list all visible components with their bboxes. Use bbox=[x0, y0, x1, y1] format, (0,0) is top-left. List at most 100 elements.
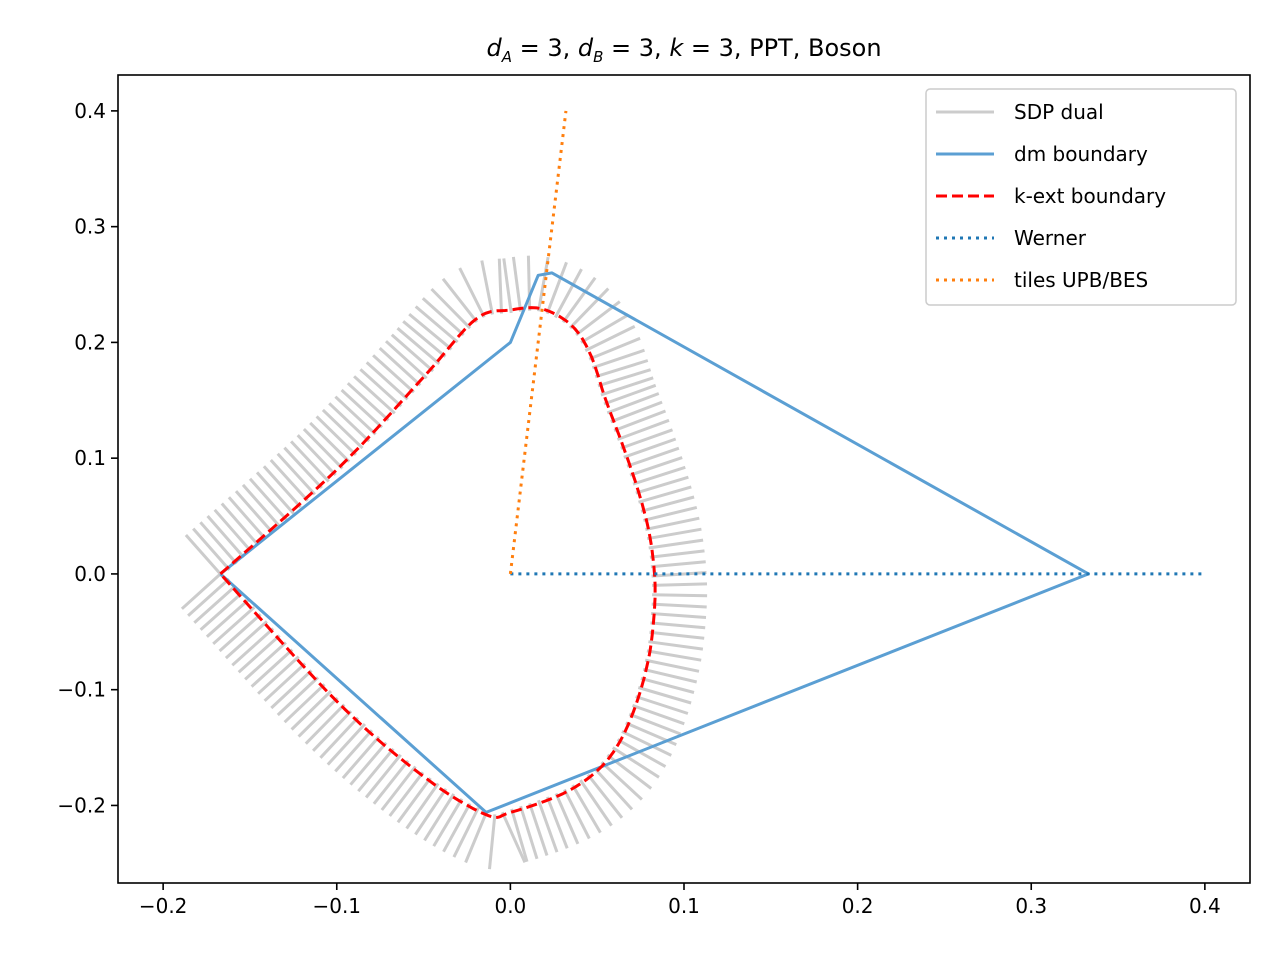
y-tick-label: 0.4 bbox=[74, 99, 106, 123]
sdp-dual-segment bbox=[480, 260, 494, 315]
sdp-dual-segment bbox=[187, 577, 231, 617]
sdp-dual-segment bbox=[384, 340, 428, 380]
sdp-dual-segment bbox=[328, 402, 371, 443]
sdp-dual-segment bbox=[312, 710, 353, 752]
sdp-dual-segment bbox=[408, 312, 453, 351]
sdp-dual-segment bbox=[319, 716, 360, 759]
sdp-dual-segment bbox=[528, 802, 549, 856]
sdp-dual-segment bbox=[488, 814, 497, 870]
y-tick-label: 0.2 bbox=[74, 330, 106, 354]
legend-label-werner: Werner bbox=[1014, 226, 1087, 250]
y-tick-label: 0.3 bbox=[74, 215, 106, 239]
sdp-dual-segment bbox=[613, 409, 667, 433]
sdp-dual-segment bbox=[296, 434, 337, 477]
sdp-dual-segment bbox=[341, 735, 381, 780]
chart-title: dA = 3, dB = 3, k = 3, PPT, Boson bbox=[486, 34, 881, 66]
sdp-dual-segment bbox=[372, 759, 410, 805]
sdp-dual-segment bbox=[321, 408, 364, 450]
sdp-dual-segment bbox=[234, 490, 274, 534]
sdp-dual-segment bbox=[646, 527, 702, 541]
sdp-dual-segment bbox=[610, 400, 663, 424]
y-tick-label: −0.1 bbox=[57, 678, 106, 702]
sdp-dual-segment bbox=[623, 437, 677, 459]
sdp-dual-segment bbox=[561, 276, 597, 324]
x-tick-label: −0.2 bbox=[139, 894, 188, 918]
sdp-dual-segment bbox=[586, 773, 624, 819]
sdp-dual-segment bbox=[334, 729, 374, 773]
sdp-dual-segment bbox=[192, 527, 231, 571]
sdp-dual-segment bbox=[237, 634, 281, 674]
sdp-dual-segment bbox=[497, 258, 503, 314]
sdp-dual-segment bbox=[402, 320, 447, 358]
sdp-dual-segment bbox=[199, 591, 243, 631]
series-dm-boundary bbox=[219, 271, 1090, 814]
title-d-b: d bbox=[578, 34, 594, 62]
sdp-dual-segment bbox=[537, 799, 559, 853]
sdp-dual-segment bbox=[423, 793, 456, 842]
sdp-dual-segment bbox=[635, 475, 689, 495]
legend-frame bbox=[925, 88, 1237, 306]
sdp-dual-segment bbox=[302, 428, 344, 470]
sdp-dual-segment bbox=[227, 496, 267, 540]
legend: SDP dual dm boundary k-ext boundary Wern… bbox=[925, 88, 1237, 306]
sdp-dual-segment bbox=[591, 348, 645, 370]
sdp-dual-segment bbox=[652, 593, 708, 598]
sdp-dual-segment bbox=[500, 811, 527, 864]
sdp-dual-segment bbox=[340, 388, 384, 429]
sdp-dual-segment bbox=[646, 649, 702, 662]
sdp-dual-segment bbox=[510, 808, 529, 863]
sdp-dual-segment bbox=[580, 313, 630, 344]
sdp-dual-segment bbox=[537, 256, 550, 312]
sdp-dual-segment bbox=[365, 361, 409, 401]
sdp-dual-segment bbox=[584, 325, 636, 352]
sdp-dual-segment bbox=[378, 346, 422, 387]
sdp-dual-segment bbox=[334, 395, 377, 436]
sdp-dual-segment bbox=[644, 658, 700, 673]
sdp-dual-segment bbox=[593, 767, 634, 811]
sdp-dual-segment bbox=[452, 807, 480, 858]
sdp-dual-segment bbox=[231, 627, 275, 667]
sdp-dual-segment bbox=[502, 258, 513, 314]
sdp-dual-segment bbox=[519, 805, 539, 860]
sdp-dual-segment bbox=[262, 465, 302, 509]
sdp-dual-segment bbox=[597, 368, 652, 388]
sdp-dual-segment bbox=[568, 287, 610, 330]
sdp-dual-segment bbox=[635, 695, 689, 715]
sdp-dual-segment bbox=[270, 669, 313, 710]
legend-label-tiles: tiles UPB/BES bbox=[1014, 268, 1148, 292]
x-tick-label: −0.1 bbox=[312, 894, 361, 918]
sdp-dual-segment bbox=[652, 582, 708, 587]
sdp-dual-segment bbox=[650, 612, 707, 619]
plot-area bbox=[180, 110, 1205, 870]
sdp-dual-segment bbox=[353, 375, 396, 415]
sdp-dual-segment bbox=[511, 256, 523, 312]
sdp-dual-segment bbox=[632, 465, 686, 486]
sdp-dual-segment bbox=[388, 771, 425, 817]
x-tick-label: 0.4 bbox=[1189, 894, 1221, 918]
sdp-dual-segment bbox=[276, 452, 316, 496]
sdp-dual-segment bbox=[588, 336, 641, 361]
sdp-dual-segment bbox=[414, 787, 448, 836]
sdp-dual-segment bbox=[637, 686, 692, 705]
sdp-dual-segment bbox=[414, 305, 459, 344]
sdp-dual-segment bbox=[430, 287, 472, 330]
sdp-dual-segment bbox=[650, 621, 706, 630]
legend-label-k-ext-boundary: k-ext boundary bbox=[1014, 184, 1166, 208]
sdp-dual-segment bbox=[421, 297, 465, 337]
sdp-dual-segment bbox=[290, 690, 333, 731]
sdp-dual-segment bbox=[631, 703, 685, 726]
sdp-dual-segment bbox=[180, 570, 224, 610]
title-rest: PPT, Boson bbox=[741, 34, 881, 62]
sdp-dual-segment bbox=[193, 584, 237, 624]
sdp-dual-segment bbox=[616, 738, 667, 768]
sdp-dual-segment bbox=[283, 446, 323, 490]
sdp-dual-segment bbox=[629, 456, 683, 477]
title-k: k bbox=[669, 34, 684, 62]
series-k-ext-boundary bbox=[219, 306, 657, 820]
sdp-dual-segment bbox=[220, 502, 260, 546]
sdp-dual-segment bbox=[263, 662, 307, 702]
legend-label-dm-boundary: dm boundary bbox=[1014, 142, 1148, 166]
sdp-dual-segment bbox=[346, 382, 390, 422]
sdp-dual-segment bbox=[648, 538, 704, 550]
